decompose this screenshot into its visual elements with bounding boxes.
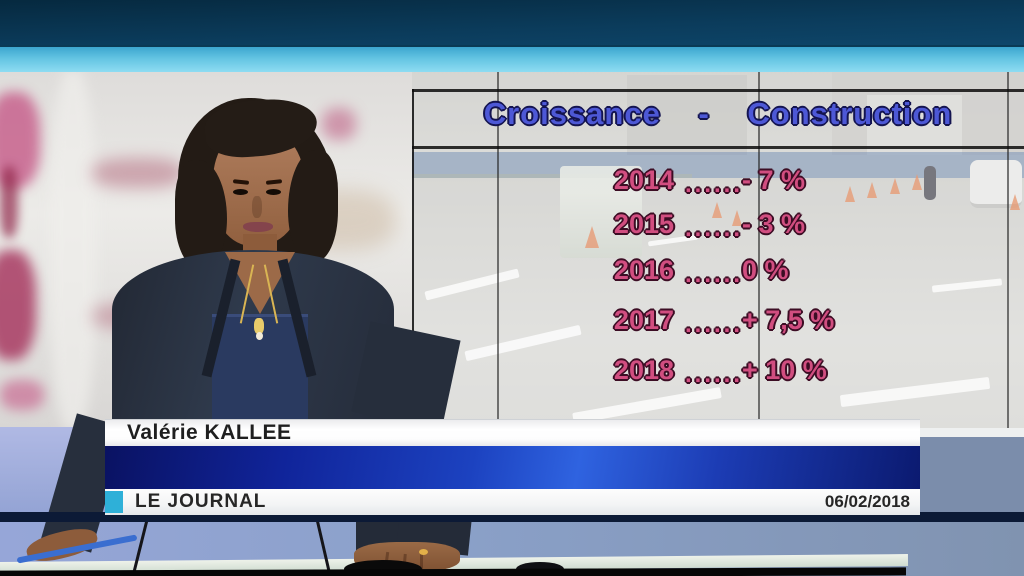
traffic-cone — [867, 182, 877, 198]
anchor-eye — [266, 189, 281, 195]
set-panel-edge — [920, 428, 1024, 437]
work-truck — [560, 166, 642, 258]
anchor-nose-shadow — [252, 196, 262, 218]
blurred-pink-digit — [0, 380, 44, 410]
table-header-border — [412, 146, 1024, 149]
row-value: 0 % — [742, 255, 789, 285]
row-dots: ...... — [684, 311, 743, 338]
anchor-hair-side — [288, 150, 338, 262]
row-value: + 7,5 % — [742, 305, 835, 335]
row-dots: ...... — [684, 261, 743, 288]
row-value: + 10 % — [742, 355, 827, 385]
table-title: Croissance - Construction — [412, 96, 1024, 132]
row-value: - 7 % — [742, 165, 806, 195]
table-row: 2016 ...... 0 % — [412, 255, 1024, 291]
table-top-border — [412, 89, 1024, 92]
blurred-pink-spot — [322, 108, 356, 140]
blurred-pink-digit — [0, 250, 36, 360]
lower-third-name-bar: Valérie KALLEE — [105, 419, 920, 447]
street-scene-screen — [412, 70, 1024, 446]
traffic-cone — [845, 186, 855, 202]
table-left-border — [412, 89, 414, 409]
row-year: 2015 — [613, 209, 674, 239]
anchor-eye — [233, 189, 248, 195]
screen-mullion — [497, 70, 499, 428]
traffic-cone — [732, 210, 742, 226]
blurred-pink-band — [92, 158, 184, 188]
blurred-pink-digit — [0, 166, 18, 238]
finger-line — [420, 554, 423, 570]
top-navy-band — [0, 0, 1024, 45]
lower-third-blue-banner — [105, 446, 920, 491]
table-title-right: Construction — [747, 96, 953, 131]
building-block — [627, 75, 747, 155]
navy-divider-strip — [0, 512, 1024, 522]
building-block — [867, 95, 962, 155]
row-year: 2018 — [613, 355, 674, 385]
row-dots: ...... — [684, 215, 743, 242]
accent-square-icon — [105, 491, 123, 513]
anchor-hair-side — [175, 160, 227, 268]
blue-wall-band — [412, 152, 1024, 178]
set-panel-right — [920, 437, 1024, 515]
traffic-cone — [890, 178, 900, 194]
table-row: 2015 ...... - 3 % — [412, 209, 1024, 245]
screen-mullion — [1007, 70, 1009, 428]
row-year: 2016 — [613, 255, 674, 285]
table-row: 2018 ...... + 10 % — [412, 355, 1024, 391]
row-dots: ...... — [684, 171, 743, 198]
road — [412, 178, 1024, 446]
motorcyclist — [924, 166, 936, 200]
screen-mullion-table-divider — [758, 70, 760, 428]
table-title-left: Croissance — [483, 96, 661, 131]
table-row: 2014 ...... - 7 % — [412, 165, 1024, 201]
anchor-name: Valérie KALLEE — [127, 421, 292, 444]
traffic-cone — [912, 174, 922, 190]
show-title: LE JOURNAL — [135, 491, 267, 512]
light-column — [50, 70, 96, 430]
table-row: 2017 ...... + 7,5 % — [412, 305, 1024, 341]
anchor-shoulder — [351, 321, 461, 431]
anchor-lips — [243, 222, 273, 232]
lower-third-show-bar: LE JOURNAL 06/02/2018 — [105, 489, 920, 515]
necklace-pendant — [254, 318, 264, 334]
row-value: - 3 % — [742, 209, 806, 239]
broadcast-date: 06/02/2018 — [824, 492, 910, 511]
top-cyan-band — [0, 45, 1024, 72]
gold-ring — [419, 549, 428, 555]
row-dots: ...... — [684, 361, 743, 388]
traffic-cone — [712, 202, 722, 218]
row-year: 2017 — [613, 305, 674, 335]
traffic-cone — [1010, 194, 1020, 210]
row-year: 2014 — [613, 165, 674, 195]
white-wash-overlay — [412, 70, 1024, 446]
necklace-pearl — [256, 332, 263, 340]
table-title-sep: - — [698, 96, 710, 131]
